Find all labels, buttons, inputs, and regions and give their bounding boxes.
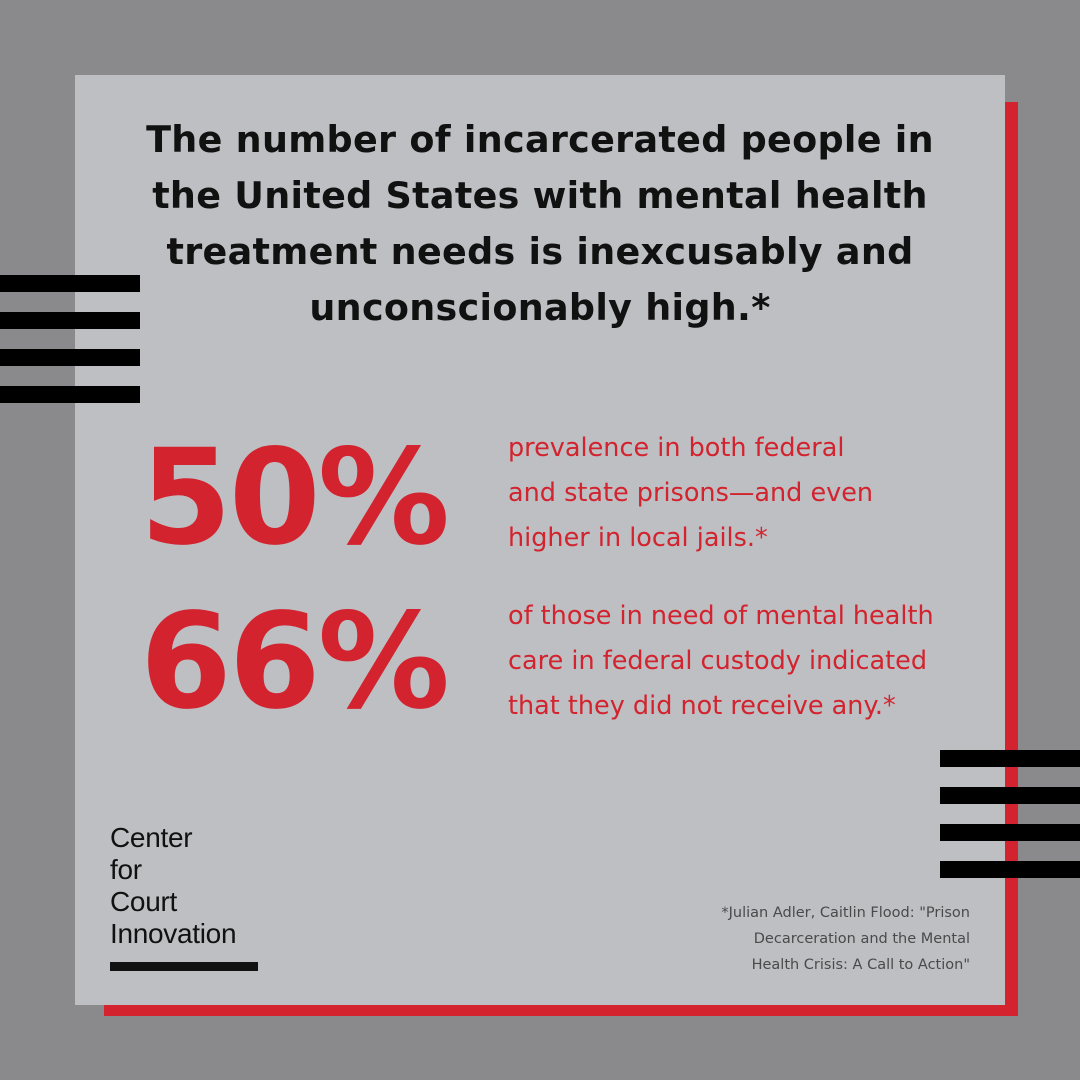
stat-description-line: that they did not receive any.* (508, 691, 896, 721)
stripe (940, 861, 1080, 878)
citation-line: Decarceration and the Mental (753, 931, 970, 947)
left-stripes-decoration (0, 275, 140, 423)
citation: *Julian Adler, Caitlin Flood: "Prison De… (721, 900, 970, 978)
logo-line: Court (110, 886, 177, 917)
stripe (940, 750, 1080, 767)
center-for-court-innovation-logo: Center for Court Innovation (110, 822, 237, 950)
content-card (75, 75, 1005, 1005)
headline-line: The number of incarcerated people in (146, 118, 934, 161)
stat-description-line: higher in local jails.* (508, 523, 768, 553)
headline: The number of incarcerated people in the… (0, 112, 1080, 336)
right-stripes-decoration (940, 750, 1080, 898)
stripe (0, 275, 140, 292)
logo-line: Center (110, 822, 193, 853)
stat-value-50: 50% (140, 421, 450, 575)
logo-underline (110, 962, 258, 971)
stripe (0, 349, 140, 366)
stripe (0, 386, 140, 403)
stripe (940, 787, 1080, 804)
stat-description-50: prevalence in both federal and state pri… (508, 426, 1028, 561)
logo-line: Innovation (110, 918, 237, 949)
stat-description-line: care in federal custody indicated (508, 646, 928, 676)
citation-line: *Julian Adler, Caitlin Flood: "Prison (721, 905, 970, 921)
stat-description-line: of those in need of mental health (508, 601, 934, 631)
stripe (0, 312, 140, 329)
stat-description-line: and state prisons—and even (508, 478, 874, 508)
stat-value-66: 66% (140, 585, 450, 739)
headline-line: unconscionably high.* (309, 286, 771, 329)
headline-line: treatment needs is inexcusably and (166, 230, 914, 273)
headline-line: the United States with mental health (152, 174, 928, 217)
stripe (940, 824, 1080, 841)
stat-description-66: of those in need of mental health care i… (508, 594, 1028, 729)
logo-line: for (110, 854, 142, 885)
citation-line: Health Crisis: A Call to Action" (751, 957, 970, 973)
stat-description-line: prevalence in both federal (508, 433, 845, 463)
